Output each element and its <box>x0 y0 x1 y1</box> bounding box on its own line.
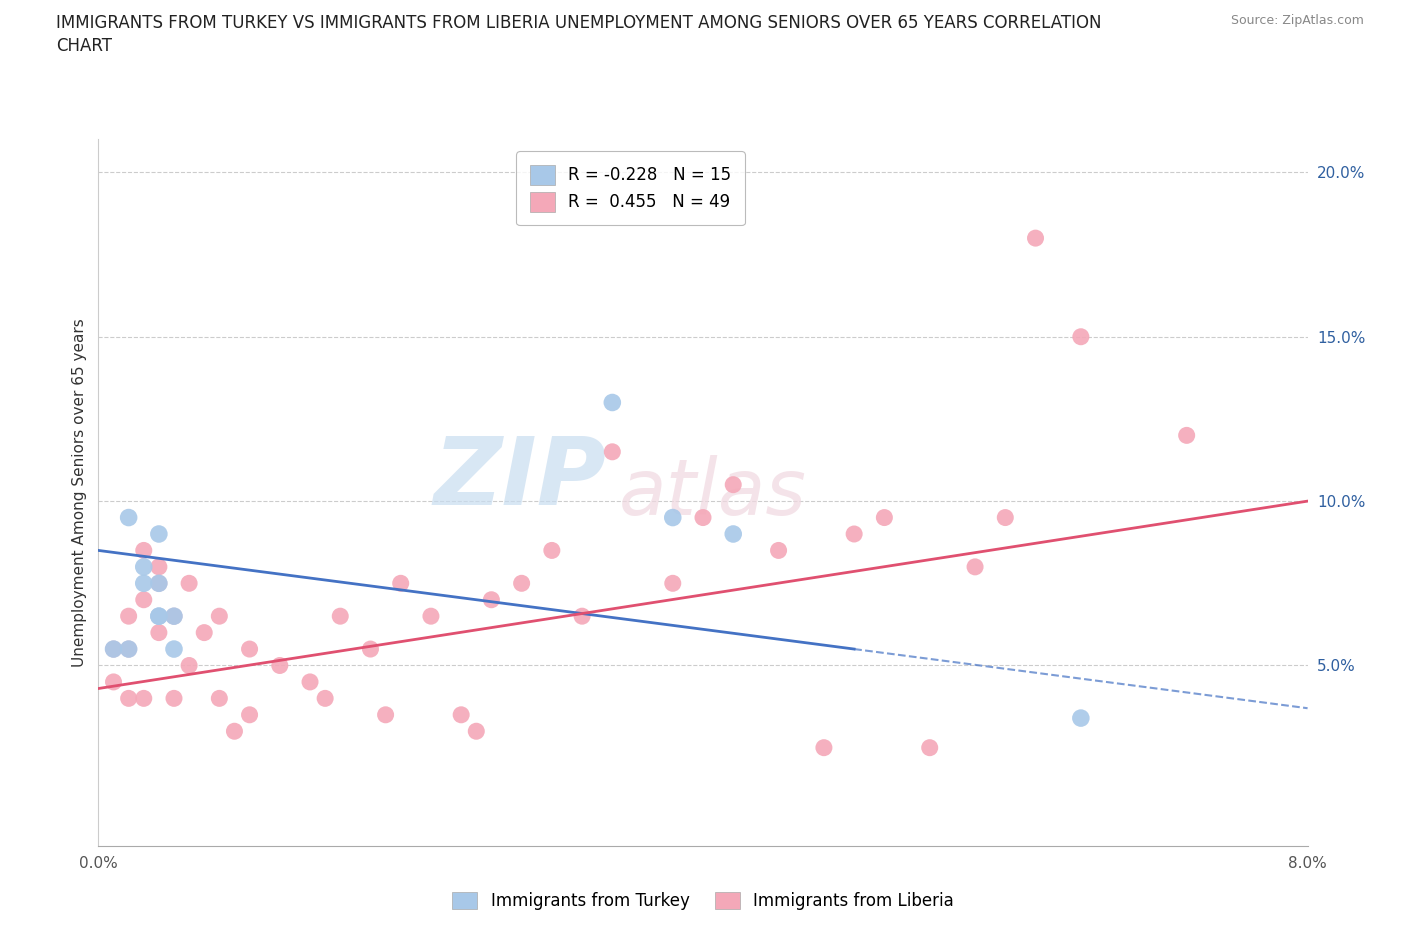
Point <box>389 576 412 591</box>
Point <box>132 691 155 706</box>
Point <box>479 592 503 607</box>
Point <box>163 691 186 706</box>
Point <box>148 576 170 591</box>
Point <box>118 511 141 525</box>
Point <box>163 642 186 657</box>
Point <box>571 609 593 624</box>
Point <box>148 576 170 591</box>
Point <box>450 708 472 723</box>
Point <box>602 445 624 459</box>
Point <box>148 526 170 541</box>
Point <box>193 625 215 640</box>
Point <box>1070 329 1092 344</box>
Point <box>103 642 125 657</box>
Point <box>269 658 291 673</box>
Point <box>132 592 155 607</box>
Point <box>873 511 896 525</box>
Point <box>540 543 562 558</box>
Point <box>118 642 141 657</box>
Point <box>299 674 322 689</box>
Text: CHART: CHART <box>56 37 112 55</box>
Point <box>163 609 186 624</box>
Point <box>118 691 141 706</box>
Point <box>179 658 201 673</box>
Point <box>1175 428 1198 443</box>
Point <box>208 609 231 624</box>
Point <box>118 609 141 624</box>
Point <box>1070 711 1092 725</box>
Point <box>965 560 987 575</box>
Point <box>602 395 624 410</box>
Point <box>1024 231 1046 246</box>
Point <box>239 708 262 723</box>
Point <box>813 740 835 755</box>
Text: IMMIGRANTS FROM TURKEY VS IMMIGRANTS FROM LIBERIA UNEMPLOYMENT AMONG SENIORS OVE: IMMIGRANTS FROM TURKEY VS IMMIGRANTS FRO… <box>56 14 1102 32</box>
Point <box>118 642 141 657</box>
Point <box>692 511 714 525</box>
Point <box>239 642 262 657</box>
Point <box>465 724 488 738</box>
Point <box>224 724 246 738</box>
Legend: Immigrants from Turkey, Immigrants from Liberia: Immigrants from Turkey, Immigrants from … <box>446 885 960 917</box>
Text: ZIP: ZIP <box>433 432 606 525</box>
Point <box>419 609 441 624</box>
Point <box>179 576 201 591</box>
Point <box>148 609 170 624</box>
Point <box>314 691 336 706</box>
Point <box>844 526 866 541</box>
Text: atlas: atlas <box>619 455 806 531</box>
Point <box>132 576 155 591</box>
Point <box>918 740 941 755</box>
Point <box>994 511 1017 525</box>
Legend: R = -0.228   N = 15, R =  0.455   N = 49: R = -0.228 N = 15, R = 0.455 N = 49 <box>516 152 745 225</box>
Point <box>723 477 745 492</box>
Point <box>132 543 155 558</box>
Y-axis label: Unemployment Among Seniors over 65 years: Unemployment Among Seniors over 65 years <box>72 319 87 668</box>
Point <box>723 526 745 541</box>
Point <box>103 674 125 689</box>
Point <box>103 642 125 657</box>
Point <box>148 560 170 575</box>
Point <box>661 576 683 591</box>
Point <box>132 560 155 575</box>
Point <box>148 625 170 640</box>
Point <box>661 511 683 525</box>
Point <box>374 708 396 723</box>
Point <box>163 609 186 624</box>
Point <box>329 609 352 624</box>
Text: Source: ZipAtlas.com: Source: ZipAtlas.com <box>1230 14 1364 27</box>
Point <box>148 609 170 624</box>
Point <box>359 642 381 657</box>
Point <box>208 691 231 706</box>
Point <box>510 576 533 591</box>
Point <box>768 543 790 558</box>
